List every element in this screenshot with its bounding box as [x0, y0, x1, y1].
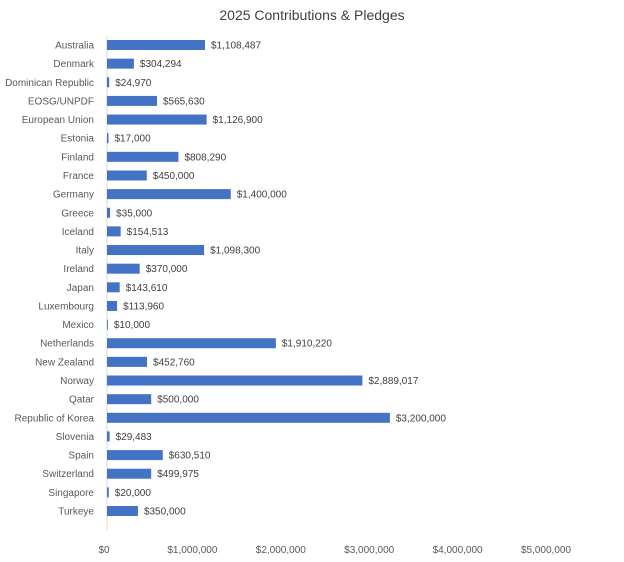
category-label: Italy: [76, 246, 94, 257]
data-label: $29,483: [116, 432, 153, 443]
data-label: $154,513: [127, 227, 169, 238]
data-label: $113,960: [123, 301, 164, 312]
x-tick-label: $2,000,000: [256, 545, 306, 556]
bar: [107, 77, 110, 88]
bar: [107, 95, 158, 106]
category-label: Ireland: [63, 264, 94, 275]
category-label: European Union: [22, 115, 94, 126]
bar: [107, 338, 276, 349]
data-label: $35,000: [116, 208, 153, 219]
data-label: $500,000: [157, 395, 199, 406]
bar: [107, 300, 118, 311]
data-label: $2,889,017: [368, 376, 418, 387]
bar: [107, 282, 120, 293]
bar: [107, 375, 363, 386]
bar: [107, 189, 231, 200]
bar: [107, 170, 147, 181]
category-label: EOSG/UNPDF: [28, 96, 94, 107]
category-label: Iceland: [62, 227, 94, 238]
bar: [107, 114, 207, 125]
data-label: $20,000: [115, 488, 152, 499]
category-label: France: [63, 171, 95, 182]
data-label: $24,970: [115, 78, 152, 89]
bar: [107, 207, 111, 218]
x-tick-label: $1,000,000: [167, 545, 217, 556]
category-label: Estonia: [61, 134, 95, 145]
bar: [107, 245, 205, 256]
bar: [107, 506, 138, 516]
data-label: $808,290: [184, 152, 226, 163]
category-label: Singapore: [48, 488, 94, 499]
data-label: $304,294: [140, 59, 182, 70]
bar: [107, 394, 152, 405]
category-label: Australia: [55, 41, 94, 52]
data-label: $17,000: [115, 134, 152, 145]
category-label: Luxembourg: [38, 301, 94, 312]
category-label: Greece: [61, 208, 94, 219]
category-label: Qatar: [69, 395, 95, 406]
data-label: $499,975: [157, 469, 199, 480]
category-label: Republic of Korea: [15, 413, 95, 424]
bar: [107, 151, 179, 162]
data-label: $143,610: [126, 283, 168, 294]
data-label: $1,126,900: [213, 115, 263, 126]
data-label: $630,510: [169, 451, 211, 462]
bar: [107, 263, 140, 274]
x-tick-label: $3,000,000: [344, 545, 394, 556]
category-label: New Zealand: [35, 357, 94, 368]
category-label: Turkeye: [58, 507, 94, 518]
x-tick-label: $5,000,000: [521, 545, 571, 556]
data-label: $350,000: [144, 507, 186, 518]
bar: [107, 356, 148, 367]
data-label: $1,098,300: [210, 246, 260, 257]
bar: [107, 58, 134, 69]
bar: [107, 487, 109, 498]
data-label: $370,000: [146, 264, 188, 275]
bar: [107, 412, 390, 423]
x-tick-label: $4,000,000: [433, 545, 483, 556]
data-label: $3,200,000: [396, 413, 446, 424]
category-label: Dominican Republic: [5, 78, 94, 89]
bar: [107, 40, 205, 50]
category-label: Denmark: [53, 59, 95, 70]
data-label: $452,760: [153, 357, 195, 368]
bar: [107, 133, 109, 144]
x-tick-label: $0: [98, 545, 110, 556]
category-label: Finland: [61, 152, 94, 163]
bar: [107, 468, 152, 479]
category-label: Norway: [60, 376, 94, 387]
category-label: Japan: [67, 283, 94, 294]
category-label: Netherlands: [40, 339, 94, 350]
bar: [107, 450, 163, 461]
data-label: $10,000: [114, 320, 151, 331]
category-label: Slovenia: [56, 432, 95, 443]
data-label: $450,000: [153, 171, 195, 182]
category-label: Mexico: [62, 320, 94, 331]
bar: [107, 431, 110, 442]
data-label: $1,108,487: [211, 41, 261, 52]
category-label: Germany: [53, 190, 94, 201]
category-label: Switzerland: [42, 469, 94, 480]
data-label: $1,910,220: [282, 339, 332, 350]
data-label: $565,630: [163, 96, 205, 107]
bar: [107, 226, 121, 237]
bar: [107, 319, 108, 330]
chart-title: 2025 Contributions & Pledges: [219, 7, 405, 23]
data-label: $1,400,000: [237, 190, 287, 201]
category-label: Spain: [68, 451, 94, 462]
